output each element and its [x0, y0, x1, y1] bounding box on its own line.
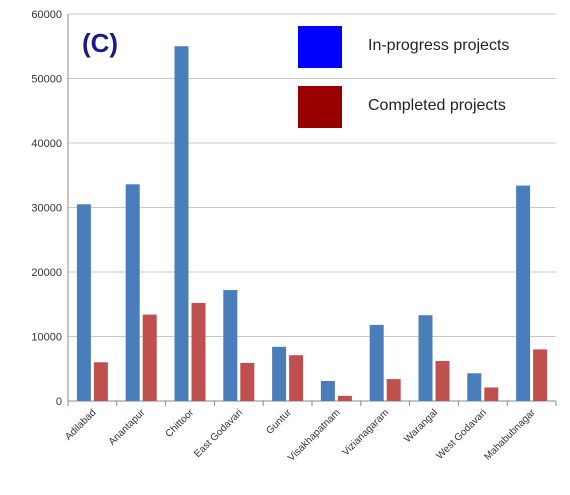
x-tick-label: West Godavari	[435, 407, 489, 461]
y-tick-label: 30000	[31, 203, 62, 215]
bar-completed-warangal	[435, 361, 450, 401]
axes	[67, 14, 557, 406]
x-tick-label: Visakhapatnam	[286, 407, 342, 463]
bar-completed-anantapur	[142, 314, 157, 401]
y-tick-label: 10000	[31, 332, 62, 344]
bar-completed-east-godavari	[240, 362, 255, 401]
gridlines	[68, 13, 556, 402]
bar-in-progress-visakhapatnam	[320, 381, 335, 401]
bar-completed-vizianagaram	[386, 379, 401, 401]
legend-swatch	[298, 26, 342, 68]
y-tick-labels: 0 10000 20000 30000 40000 50000 60000	[31, 9, 62, 408]
bar-in-progress-chittoor	[174, 46, 189, 401]
y-tick-label: 60000	[31, 9, 62, 21]
legend-label: In-progress projects	[368, 37, 509, 54]
legend: In-progress projects Completed projects	[298, 26, 509, 128]
x-tick-label: Warangal	[402, 407, 440, 445]
panel-label: (C)	[82, 28, 118, 58]
bar-in-progress-west-godavari	[467, 373, 482, 401]
bar-in-progress-mahabubnagar	[516, 185, 531, 401]
bar-completed-mahabubnagar	[533, 349, 548, 401]
x-tick-label: Vizianagaram	[340, 407, 391, 458]
bar-in-progress-anantapur	[125, 184, 140, 401]
x-tick-label: Chittoor	[164, 407, 197, 440]
bar-in-progress-warangal	[418, 315, 433, 401]
bar-in-progress-vizianagaram	[369, 324, 384, 401]
bar-in-progress-guntur	[272, 346, 287, 401]
bar-completed-guntur	[289, 355, 304, 401]
x-tick-label: Mahabubnagar	[482, 407, 538, 463]
bar-in-progress-east-godavari	[223, 290, 238, 401]
x-tick-label: East Godavari	[192, 407, 245, 460]
bars	[76, 46, 548, 401]
y-tick-label: 20000	[31, 267, 62, 279]
legend-label: Completed projects	[368, 97, 506, 114]
x-tick-label: Adilabad	[63, 407, 98, 442]
bar-completed-west-godavari	[484, 387, 499, 401]
y-tick-label: 40000	[31, 138, 62, 150]
x-tick-label: Anantapur	[107, 407, 148, 448]
bar-in-progress-adilabad	[76, 204, 91, 401]
x-tick-label: Guntur	[264, 407, 294, 437]
y-tick-label: 50000	[31, 74, 62, 86]
bar-completed-chittoor	[191, 302, 206, 401]
legend-swatch	[298, 86, 342, 128]
y-tick-label: 0	[56, 396, 62, 408]
bar-completed-visakhapatnam	[337, 395, 352, 401]
bar-completed-adilabad	[93, 362, 108, 401]
